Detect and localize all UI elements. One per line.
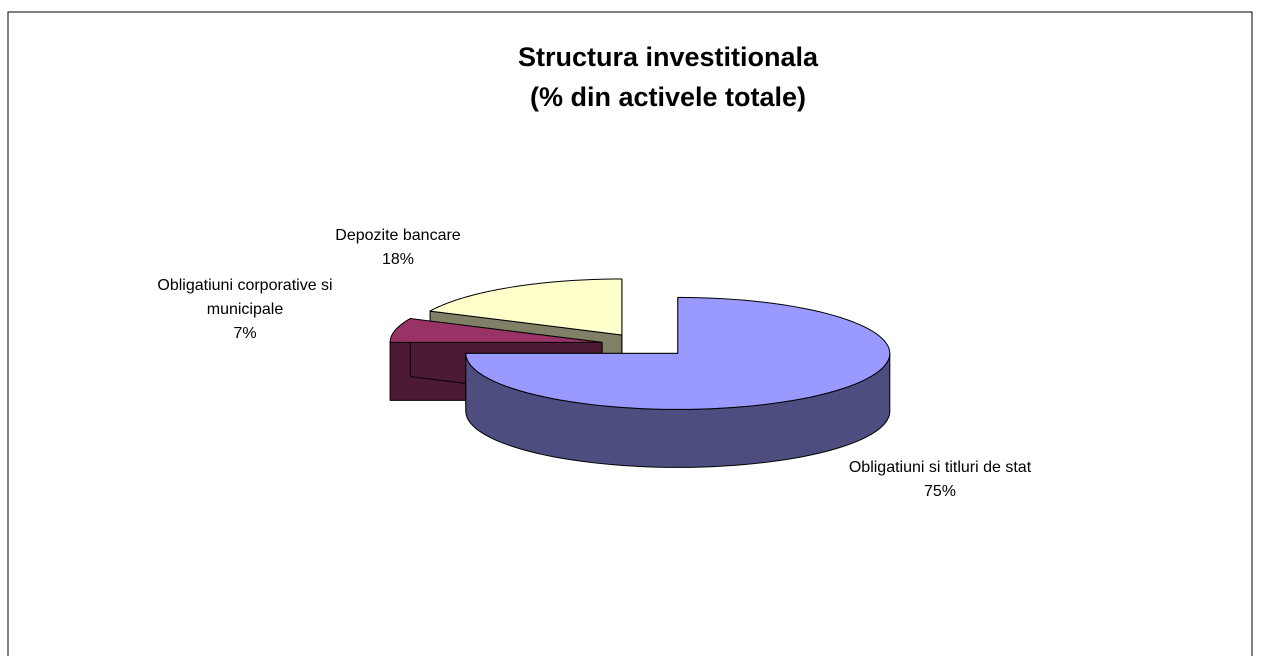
slice-label: Depozite bancare 18% <box>296 224 500 272</box>
slice-value: 7% <box>233 325 257 342</box>
slice-label: Obligatiuni si titluri de stat 75% <box>840 456 1040 504</box>
chart-title: (% din activele totale) <box>530 82 806 112</box>
chart-frame <box>7 11 1253 656</box>
slice-value: 75% <box>923 483 957 500</box>
slice <box>429 278 623 336</box>
slice-category: Obligatiuni corporative si municipale <box>157 277 333 318</box>
slice-category: Obligatiuni si titluri de stat <box>848 459 1032 476</box>
chart-title: Structura investitionala <box>518 42 819 72</box>
slice-label: Obligatiuni corporative si municipale 7% <box>118 274 372 346</box>
slice-value: 18% <box>381 251 415 268</box>
slice-category: Depozite bancare <box>335 227 461 244</box>
slice <box>389 318 603 343</box>
slice <box>465 296 891 410</box>
